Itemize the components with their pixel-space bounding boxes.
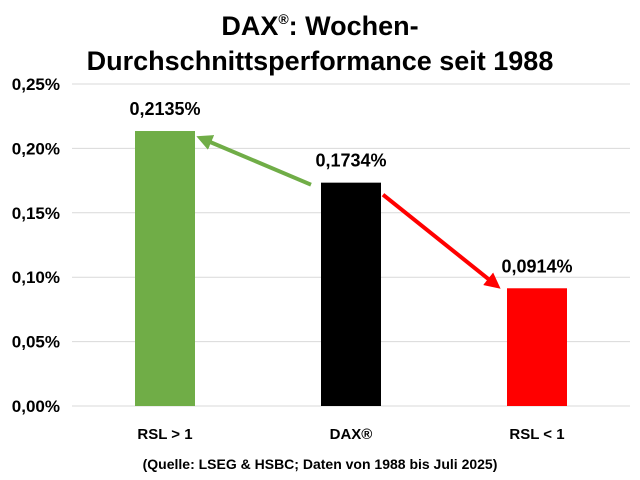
title-dax: DAX [221,11,279,41]
bar-dax [321,182,381,406]
source-note: (Quelle: LSEG & HSBC; Daten von 1988 bis… [142,456,498,472]
chart-title: DAX®: Wochen- Durchschnittsperformance s… [0,2,640,79]
chart-title-line-1: DAX®: Wochen- [0,2,640,44]
value-label: 0,0914% [501,256,572,276]
x-axis-labels: RSL > 1 DAX® RSL < 1 [137,426,564,443]
y-tick-label: 0,25% [12,75,60,94]
arrow-to-rsl-greater-1 [196,135,312,187]
bar-rsl-greater-1 [135,131,195,406]
value-label: 0,2135% [129,99,200,119]
arrow-to-rsl-less-1 [381,193,501,289]
arrows [196,135,501,289]
x-tick-label: DAX® [330,426,373,443]
y-tick-label: 0,00% [12,397,60,416]
y-tick-label: 0,20% [12,139,60,158]
x-tick-label: RSL > 1 [137,426,192,443]
title-registered-mark: ® [278,11,289,27]
bars [135,131,567,406]
value-labels: 0,2135% 0,1734% 0,0914% [129,99,572,276]
chart-title-line-2: Durchschnittsperformance seit 1988 [86,46,554,76]
y-tick-label: 0,10% [12,268,60,287]
x-tick-label: RSL < 1 [509,426,564,443]
title-rest: : Wochen- [288,11,419,41]
bar-rsl-less-1 [507,288,567,406]
y-axis-ticks: 0,00% 0,05% 0,10% 0,15% 0,20% 0,25% [12,75,60,416]
y-tick-label: 0,15% [12,204,60,223]
y-tick-label: 0,05% [12,333,60,352]
value-label: 0,1734% [315,151,386,171]
